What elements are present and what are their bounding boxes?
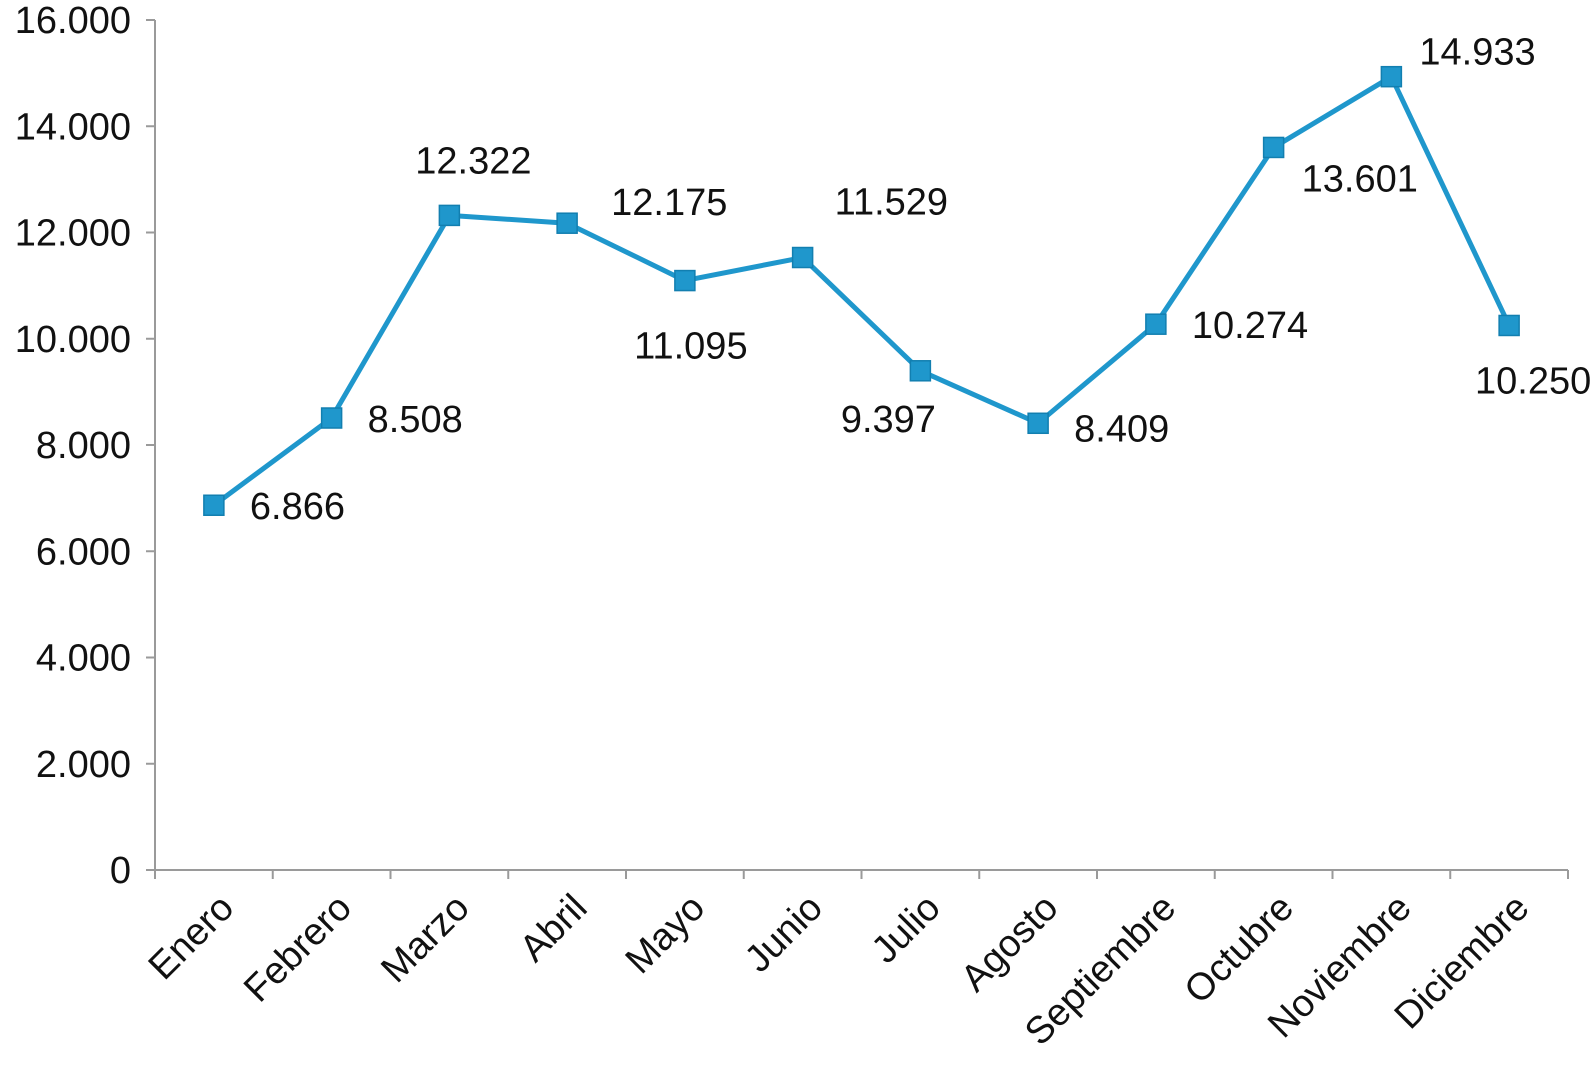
- y-tick-label: 10.000: [15, 319, 131, 361]
- y-tick-label: 8.000: [36, 425, 131, 467]
- data-label: 8.409: [1074, 408, 1169, 450]
- data-point-marker: [1262, 136, 1285, 159]
- data-label: 9.397: [841, 399, 936, 441]
- data-label: 14.933: [1419, 32, 1535, 74]
- y-tick-label: 16.000: [15, 0, 131, 42]
- y-tick-label: 6.000: [36, 531, 131, 573]
- data-label: 10.274: [1192, 305, 1308, 347]
- data-label: 6.866: [250, 486, 345, 528]
- data-point-marker: [791, 246, 814, 269]
- data-label: 11.529: [835, 182, 948, 224]
- y-tick-label: 4.000: [36, 638, 131, 680]
- x-tick-label: Febrero: [236, 887, 360, 1011]
- y-tick-label: 14.000: [15, 106, 131, 148]
- y-tick-label: 2.000: [36, 744, 131, 786]
- data-point-marker: [320, 407, 343, 429]
- x-tick-label: Junio: [737, 887, 831, 981]
- data-labels-group: 6.866 8.508 12.322 12.175 11.095 11.529 9.397 8…: [250, 32, 1591, 529]
- y-tick-label: 12.000: [15, 213, 131, 255]
- series-group: [203, 65, 1520, 516]
- data-point-marker: [556, 212, 578, 234]
- data-point-marker: [674, 269, 696, 292]
- data-label: 8.508: [368, 399, 463, 441]
- data-label: 10.250: [1475, 360, 1591, 402]
- x-tick-label: Marzo: [373, 887, 477, 991]
- data-point-marker: [1380, 65, 1403, 88]
- data-point-marker: [203, 494, 225, 516]
- data-point-marker: [1027, 412, 1049, 435]
- data-point-marker: [909, 360, 932, 382]
- data-label: 12.322: [415, 140, 531, 182]
- data-point-marker: [438, 204, 461, 227]
- x-tick-label: Agosto: [953, 887, 1066, 1000]
- x-tick-label: Enero: [141, 887, 242, 988]
- series-line: [212, 74, 1512, 508]
- data-point-marker: [1145, 313, 1167, 335]
- x-tick-label: Mayo: [618, 887, 713, 982]
- data-label: 11.095: [634, 326, 747, 368]
- y-tick-label: 0: [110, 850, 131, 892]
- data-label: 13.601: [1302, 158, 1418, 200]
- data-point-marker: [1498, 314, 1520, 337]
- data-label: 12.175: [611, 182, 727, 224]
- x-tick-label: Abril: [512, 887, 595, 970]
- x-tick-label: Julio: [864, 887, 949, 972]
